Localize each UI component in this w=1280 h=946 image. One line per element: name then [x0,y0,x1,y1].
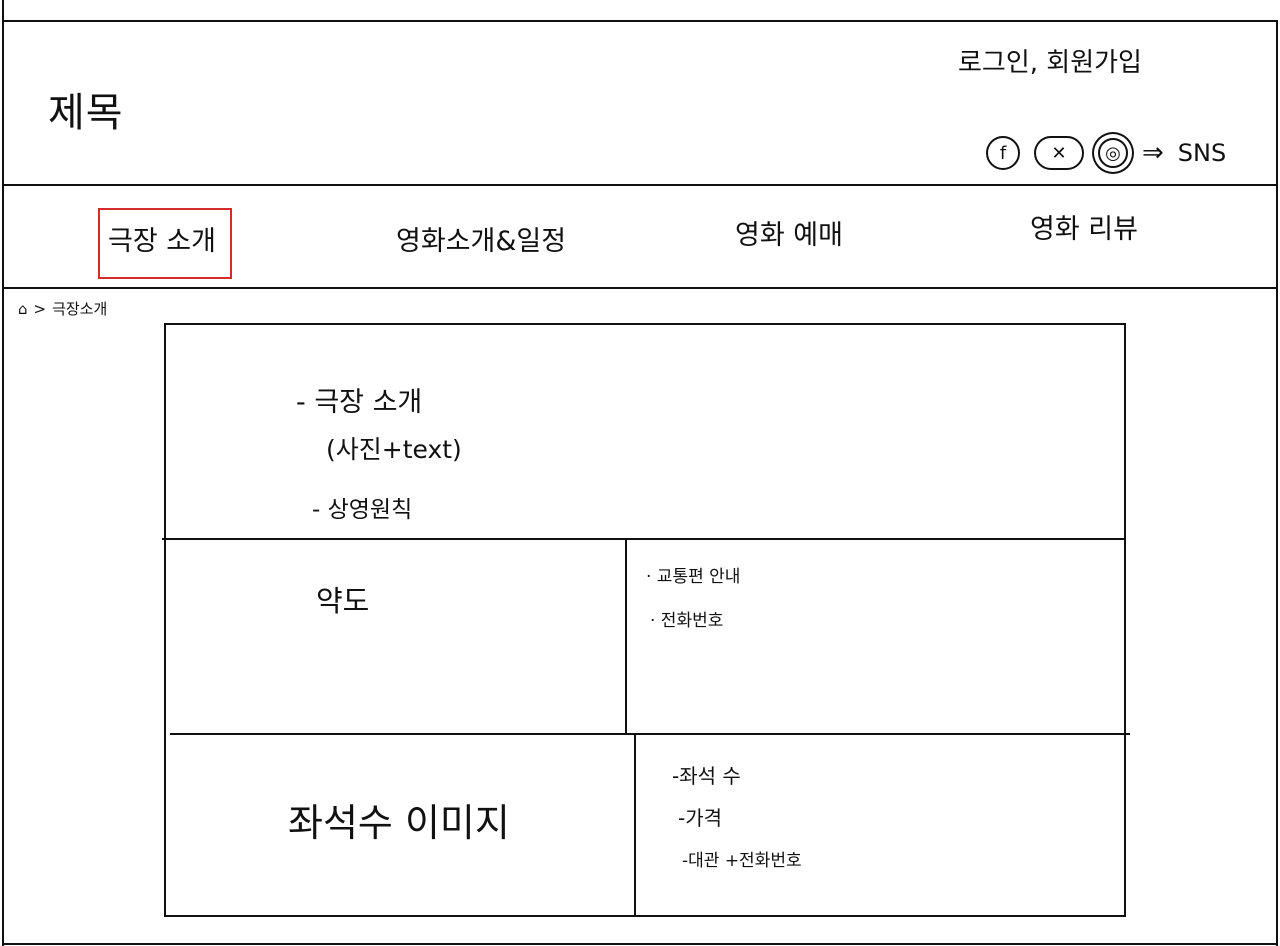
instagram-icon[interactable]: ◎ [1098,138,1128,168]
map-divider [170,733,1130,735]
content-box-top [165,323,1125,325]
seat-image: 좌석수 이미지 [288,801,510,845]
sns-label: SNS [1177,139,1227,167]
breadcrumb-separator: > [33,299,47,318]
sns-links: f ✕ ◎ ⇒ SNS [986,136,1226,170]
top-border [2,20,1278,22]
intro-divider [162,538,1125,540]
nav-item-movie-booking[interactable]: 영화 예매 [735,220,843,251]
facebook-icon[interactable]: f [986,136,1020,170]
nav-divider [2,287,1278,289]
screening-policy: - 상영원칙 [312,497,413,523]
arrow-icon: ⇒ [1142,138,1164,168]
nav-item-theater-intro[interactable]: 극장 소개 [98,208,232,279]
right-border [1276,20,1278,946]
nav-item-movie-review[interactable]: 영화 리뷰 [1030,214,1138,245]
seats-column-divider [634,735,636,917]
header-divider [2,184,1278,186]
page-title[interactable]: 제목 [48,90,124,136]
intro-heading: - 극장 소개 [296,387,423,418]
auth-links[interactable]: 로그인, 회원가입 [958,48,1142,78]
seat-count: -좌석 수 [672,764,741,788]
breadcrumb: ⌂ > 극장소개 [18,298,107,319]
content-box-right [1124,323,1126,917]
content-box-bottom [165,915,1125,917]
transport-info: · 교통편 안내 [646,567,741,587]
map-column-divider [625,540,627,735]
intro-photo-text: (사진+text) [326,435,462,464]
phone-number: · 전화번호 [650,611,724,631]
price: -가격 [678,806,723,830]
home-icon[interactable]: ⌂ [18,299,28,318]
map-label: 약도 [316,584,370,618]
breadcrumb-current: 극장소개 [52,300,108,318]
left-border [2,0,4,946]
content-box-left [164,323,166,917]
rental-phone: -대관 +전화번호 [682,851,802,871]
bottom-border [2,943,1278,945]
nav-item-movie-info-schedule[interactable]: 영화소개&일정 [396,226,567,257]
twitter-icon[interactable]: ✕ [1034,136,1084,170]
